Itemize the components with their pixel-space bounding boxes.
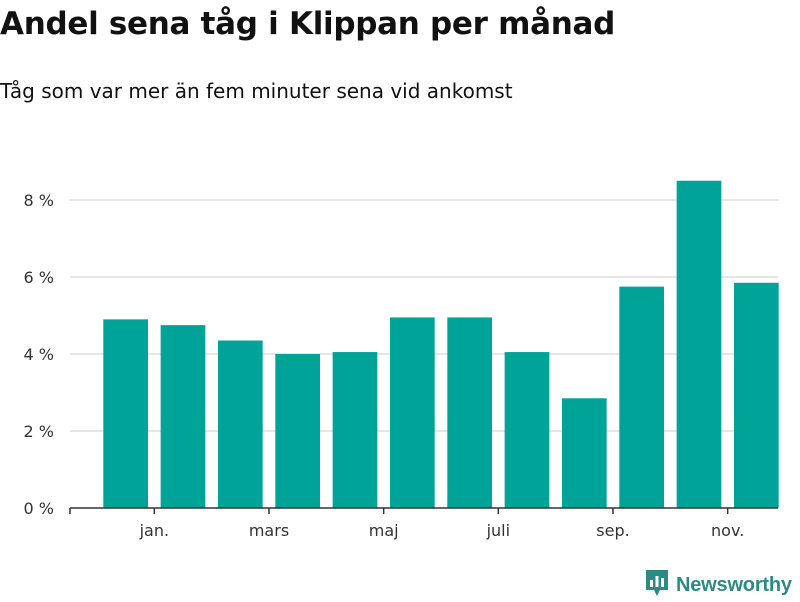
- bar-jan.[interactable]: [160, 325, 206, 508]
- bars: [103, 180, 779, 508]
- bar-juli[interactable]: [504, 352, 550, 508]
- bar-dec.[interactable]: [103, 319, 149, 508]
- brand-name: Newsworthy: [676, 573, 792, 596]
- bar-apr.[interactable]: [332, 352, 378, 508]
- newsworthy-logo[interactable]: Newsworthy: [644, 568, 792, 602]
- x-tick-label: jan.: [139, 521, 169, 540]
- y-tick-label: 4 %: [24, 345, 54, 364]
- bar-sep.[interactable]: [619, 286, 665, 508]
- x-tick-label: maj: [369, 521, 399, 540]
- x-axis: [69, 507, 778, 514]
- bar-nov.[interactable]: [733, 282, 779, 508]
- bar-juni[interactable]: [447, 317, 493, 508]
- x-tick-label: sep.: [596, 521, 629, 540]
- x-tick-label: mars: [249, 521, 289, 540]
- newsworthy-logo-icon: [644, 568, 670, 602]
- x-tick-label: nov.: [711, 521, 744, 540]
- bar-feb.[interactable]: [217, 340, 263, 508]
- y-tick-label: 8 %: [24, 191, 54, 210]
- tick-labels: 0 % 2 % 4 % 6 % 8 % jan. mars maj juli sep. nov.: [24, 191, 745, 540]
- bar-maj[interactable]: [389, 317, 435, 508]
- bar-okt.[interactable]: [676, 180, 722, 508]
- bar-aug.[interactable]: [561, 398, 607, 508]
- chart-subtitle: Tåg som var mer än fem minuter sena vid …: [0, 79, 513, 103]
- chart-title: Andel sena tåg i Klippan per månad: [0, 6, 616, 42]
- y-tick-label: 6 %: [24, 268, 54, 287]
- bar-mars[interactable]: [275, 354, 321, 508]
- y-tick-label: 0 %: [24, 499, 54, 518]
- x-tick-label: juli: [486, 521, 510, 540]
- y-tick-label: 2 %: [24, 422, 54, 441]
